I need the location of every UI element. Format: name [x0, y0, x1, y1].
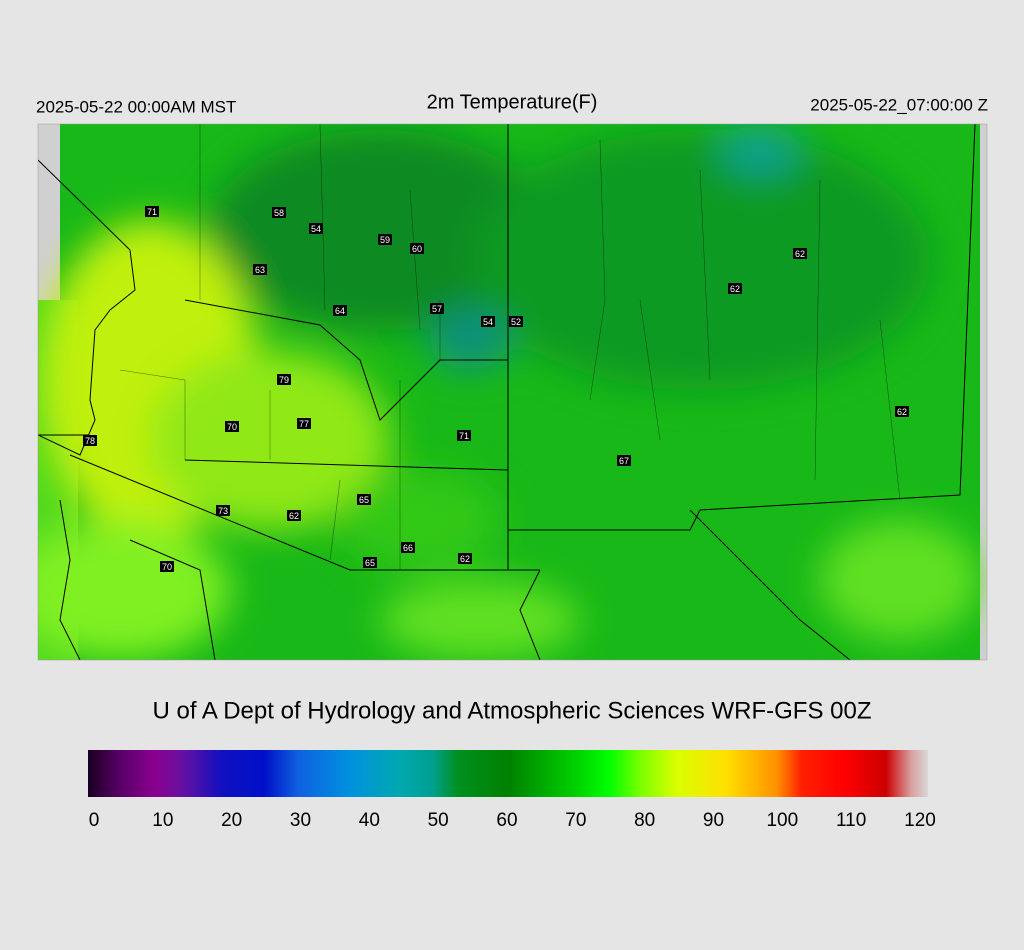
station-temp: 65 — [359, 495, 369, 505]
station-temp: 70 — [227, 422, 237, 432]
colorbar-ticks: 0 10 20 30 40 50 60 70 80 90 100 110 120 — [89, 810, 936, 831]
colorbar-tick-label: 0 — [89, 810, 100, 831]
colorbar-tick-label: 120 — [904, 810, 936, 831]
temperature-map — [38, 124, 987, 660]
station-temp: 73 — [218, 506, 228, 516]
station-labels: 71 58 54 59 60 63 64 57 54 52 62 62 79 7… — [83, 206, 909, 572]
valid-time-utc: 2025-05-22_07:00:00 Z — [810, 95, 988, 114]
colorbar-tick-label: 40 — [359, 810, 380, 831]
station-temp: 67 — [619, 456, 629, 466]
station-temp: 52 — [511, 317, 521, 327]
station-temp: 60 — [412, 244, 422, 254]
station-temp: 62 — [289, 511, 299, 521]
station-temp: 77 — [299, 419, 309, 429]
station-temp: 71 — [147, 207, 157, 217]
colorbar-tick-label: 110 — [836, 810, 866, 831]
station-temp: 54 — [311, 224, 321, 234]
station-temp: 58 — [274, 208, 284, 218]
station-temp: 62 — [460, 554, 470, 564]
station-temp: 59 — [380, 235, 390, 245]
colorbar-tick-label: 100 — [766, 810, 798, 831]
valid-time-local: 2025-05-22 00:00AM MST — [36, 97, 236, 116]
colorbar-tick-label: 10 — [152, 810, 173, 831]
station-temp: 78 — [85, 436, 95, 446]
colorbar-tick-label: 30 — [290, 810, 311, 831]
colorbar-tick-label: 80 — [634, 810, 655, 831]
colorbar-tick-label: 70 — [565, 810, 586, 831]
station-temp: 66 — [403, 543, 413, 553]
station-temp: 64 — [335, 306, 345, 316]
station-temp: 65 — [365, 558, 375, 568]
map-title: 2m Temperature(F) — [427, 91, 598, 113]
colorbar-tick-label: 50 — [428, 810, 449, 831]
colorbar — [88, 750, 928, 797]
colorbar-tick-label: 90 — [703, 810, 724, 831]
station-temp: 71 — [459, 431, 469, 441]
station-temp: 62 — [897, 407, 907, 417]
station-temp: 70 — [162, 562, 172, 572]
station-temp: 79 — [279, 375, 289, 385]
colorbar-tick-label: 60 — [496, 810, 517, 831]
station-temp: 62 — [795, 249, 805, 259]
station-temp: 54 — [483, 317, 493, 327]
station-temp: 62 — [730, 284, 740, 294]
colorbar-tick-label: 20 — [221, 810, 242, 831]
station-temp: 57 — [432, 304, 442, 314]
station-temp: 63 — [255, 265, 265, 275]
credit: U of A Dept of Hydrology and Atmospheric… — [153, 697, 872, 724]
